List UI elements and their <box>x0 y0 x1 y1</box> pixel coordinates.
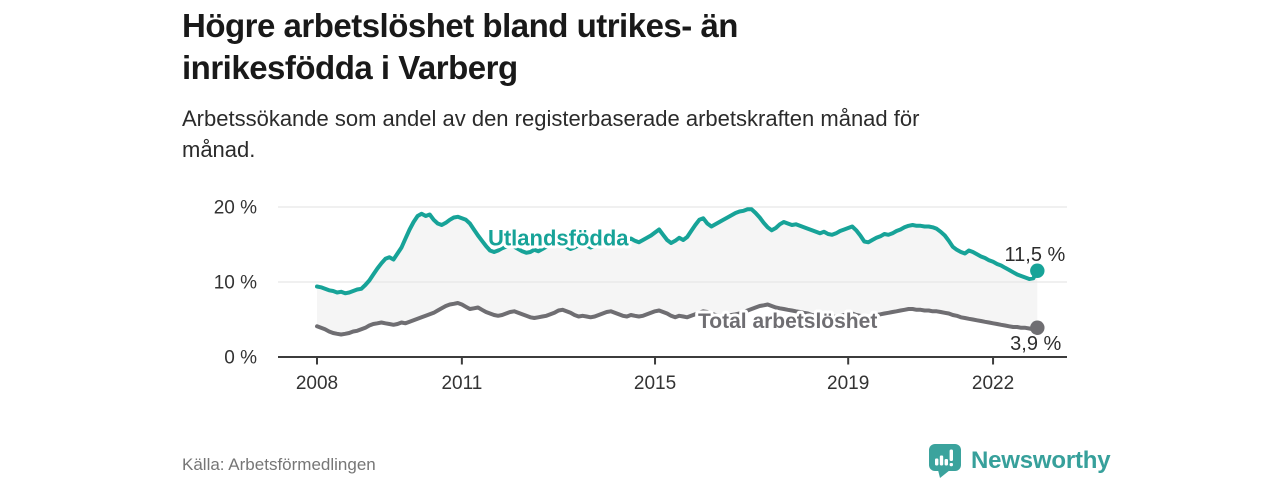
end-dot-total-arbetsl-shet <box>1030 320 1045 335</box>
chart-subtitle-line2: månad. <box>182 137 256 162</box>
x-axis-label-2019: 2019 <box>827 373 869 394</box>
brand-name: Newsworthy <box>971 447 1111 474</box>
band-fill-between-series <box>317 209 1038 335</box>
y-axis-label-10: 10 % <box>214 273 257 294</box>
logo-exclamation-dot <box>949 463 953 467</box>
logo-bar-3 <box>944 459 948 466</box>
newsworthy-logo: Newsworthy <box>928 443 1111 479</box>
logo-exclamation-bar <box>949 449 953 461</box>
end-value-label-utlandsf-dda: 11,5 % <box>1005 244 1066 266</box>
y-axis-label-0: 0 % <box>224 348 257 369</box>
series-line-total-arbetsl-shet <box>315 301 1040 337</box>
page-title: Högre arbetslöshet bland utrikes- än inr… <box>182 5 1002 89</box>
x-axis-label-2008: 2008 <box>296 373 338 394</box>
logo-bar-2 <box>939 455 944 466</box>
chart-subtitle: Arbetssökande som andel av den registerb… <box>182 103 1042 165</box>
logo-bar-1 <box>935 458 939 466</box>
x-axis-label-2015: 2015 <box>634 373 676 394</box>
page-title-line2: inrikesfödda i Varberg <box>182 49 518 86</box>
series-label-total-arbetsl-shet: Total arbetslöshet <box>698 310 877 333</box>
series-line-utlandsf-dda <box>315 207 1040 296</box>
newsworthy-bubble-chart-icon <box>929 444 961 478</box>
x-axis-label-2011: 2011 <box>441 373 482 394</box>
end-dot-utlandsf-dda <box>1030 263 1045 278</box>
chart-subtitle-line1: Arbetssökande som andel av den registerb… <box>182 106 920 131</box>
series-label-utlandsf-dda: Utlandsfödda <box>488 225 629 250</box>
logo-bubble-tail <box>938 470 950 478</box>
logo-bubble <box>929 444 961 471</box>
source-attribution: Källa: Arbetsförmedlingen <box>182 455 376 474</box>
page-title-line1: Högre arbetslöshet bland utrikes- än <box>182 7 738 44</box>
end-value-label-total-arbetsl-shet: 3,9 % <box>1010 333 1061 355</box>
x-axis-label-2022: 2022 <box>972 373 1014 394</box>
y-axis-label-20: 20 % <box>214 198 257 219</box>
